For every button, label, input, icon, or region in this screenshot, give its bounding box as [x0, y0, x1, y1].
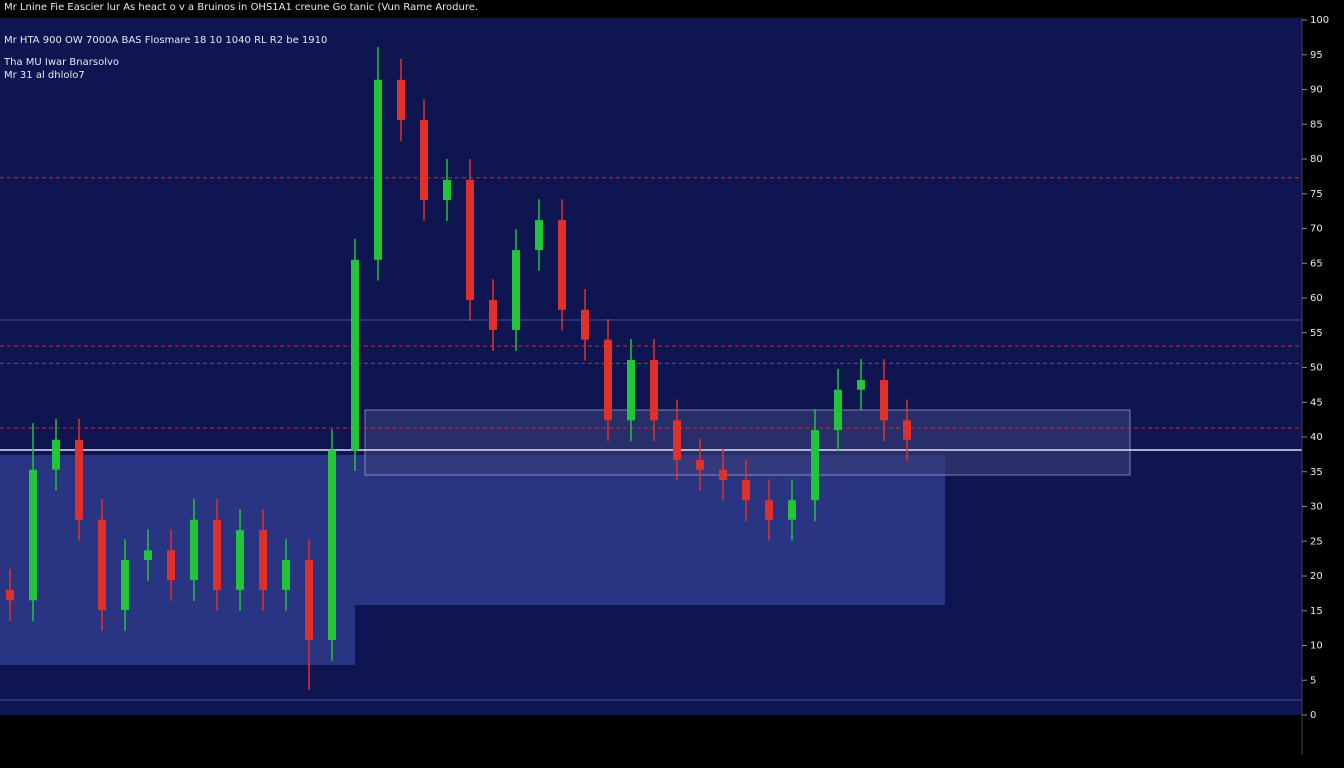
y-tick-label: 20 — [1310, 571, 1323, 582]
candle-body — [305, 560, 313, 640]
candle-body — [765, 500, 773, 520]
subtitle: Mr HTA 900 OW 7000A BAS Flosmare 18 10 1… — [4, 35, 327, 46]
y-tick-label: 70 — [1310, 224, 1323, 235]
y-tick-label: 60 — [1310, 293, 1323, 304]
candle-body — [581, 309, 589, 340]
candle-body — [52, 439, 60, 470]
candle-body — [29, 469, 37, 601]
candle-body — [650, 359, 658, 421]
candle-body — [466, 179, 474, 301]
y-tick-label: 65 — [1310, 258, 1323, 269]
candle-body — [259, 530, 267, 590]
candle-body — [98, 519, 106, 611]
candle-body — [604, 339, 612, 421]
candle-body — [742, 480, 750, 501]
y-tick-label: 5 — [1310, 675, 1316, 686]
volume-pane — [0, 715, 1302, 753]
candle-body — [834, 389, 842, 431]
y-tick-label: 95 — [1310, 50, 1323, 61]
candle-body — [857, 380, 865, 390]
y-tick-label: 0 — [1310, 710, 1316, 721]
subtitle: Mr 31 al dhlolo7 — [4, 70, 85, 81]
y-tick-label: 100 — [1310, 15, 1329, 26]
zone — [0, 455, 355, 665]
candle-body — [811, 430, 819, 501]
candle-body — [880, 380, 888, 421]
y-tick-label: 75 — [1310, 189, 1323, 200]
candle-body — [535, 220, 543, 251]
candle-body — [144, 550, 152, 561]
candle-body — [489, 300, 497, 330]
candle-body — [236, 530, 244, 590]
candle-body — [443, 179, 451, 201]
y-tick-label: 80 — [1310, 154, 1323, 165]
candle-body — [213, 519, 221, 590]
chart-title: Mr Lnine Fie Eascier lur As heact o v a … — [4, 2, 478, 13]
candle-body — [673, 420, 681, 460]
candle-body — [512, 250, 520, 330]
y-tick-label: 30 — [1310, 502, 1323, 513]
y-tick-label: 85 — [1310, 119, 1323, 130]
candle-body — [374, 79, 382, 260]
candle-body — [121, 560, 129, 611]
y-tick-label: 10 — [1310, 641, 1323, 652]
zone-box — [364, 409, 1131, 476]
candle-body — [627, 359, 635, 421]
candle-body — [397, 79, 405, 121]
candle-body — [788, 500, 796, 520]
candle-body — [719, 469, 727, 481]
candle-body — [282, 560, 290, 590]
y-tick-label: 90 — [1310, 85, 1323, 96]
candle-body — [696, 459, 704, 470]
candle-body — [190, 519, 198, 581]
candle-body — [6, 589, 14, 601]
zone — [355, 455, 945, 605]
candle-body — [558, 220, 566, 310]
y-tick-label: 15 — [1310, 606, 1323, 617]
candle-body — [903, 420, 911, 440]
candle-body — [420, 120, 428, 201]
y-tick-label: 55 — [1310, 328, 1323, 339]
candle-body — [328, 450, 336, 640]
candle-body — [167, 550, 175, 581]
candle-body — [75, 439, 83, 520]
y-tick-label: 35 — [1310, 467, 1323, 478]
y-tick-label: 25 — [1310, 536, 1323, 547]
y-tick-label: 50 — [1310, 363, 1323, 374]
subtitle: Tha MU Iwar Bnarsolvo — [3, 57, 119, 68]
y-tick-label: 45 — [1310, 397, 1323, 408]
candle-body — [351, 259, 359, 451]
y-tick-label: 40 — [1310, 432, 1323, 443]
